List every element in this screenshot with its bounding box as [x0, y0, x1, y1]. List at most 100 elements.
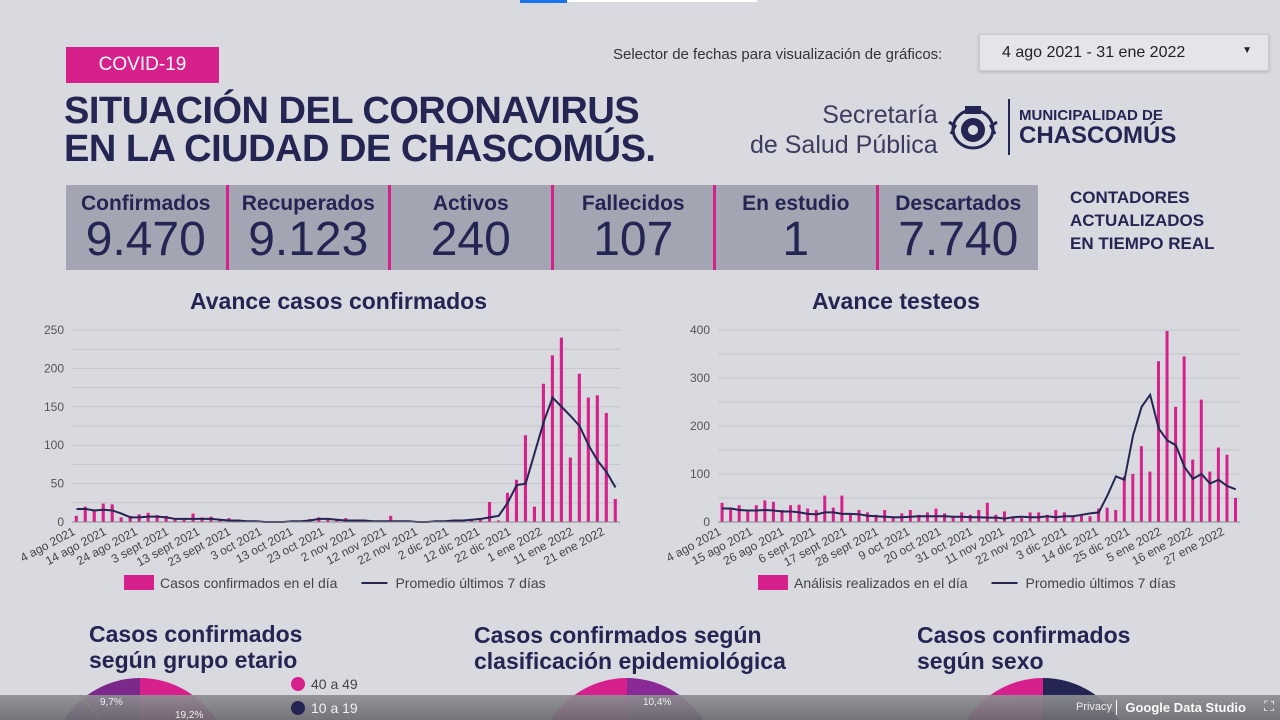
- bar: [92, 510, 96, 522]
- realtime-note: CONTADORES ACTUALIZADOS EN TIEMPO REAL: [1070, 186, 1215, 255]
- bar: [874, 514, 878, 522]
- y-tick-label: 0: [57, 515, 64, 529]
- date-selector-label: Selector de fechas para visualización de…: [613, 46, 943, 63]
- data-studio-logo[interactable]: Google Data Studio: [1116, 700, 1246, 715]
- bar: [1139, 446, 1143, 522]
- bar: [173, 518, 177, 522]
- y-tick-label: 200: [690, 419, 710, 433]
- bar: [1174, 406, 1178, 522]
- counter-label: Fallecidos: [581, 192, 685, 215]
- realtime-line: ACTUALIZADOS: [1070, 211, 1205, 230]
- bar: [505, 492, 510, 522]
- bar: [943, 513, 947, 522]
- bar: [1020, 518, 1024, 522]
- counter-value: 7.740: [898, 213, 1019, 266]
- counters-panel: Confirmados 9.470 Recuperados 9.123 Activo…: [66, 185, 1038, 270]
- bar: [532, 506, 537, 522]
- legend-dot-40-49: [291, 677, 305, 691]
- chart-title-testeos: Avance testeos: [812, 288, 980, 314]
- bar: [968, 514, 972, 522]
- bar: [814, 510, 818, 522]
- legend-swatch-bars: [124, 575, 154, 590]
- bar: [541, 383, 545, 522]
- counter-label: Descartados: [895, 192, 1022, 215]
- bar: [1097, 508, 1101, 522]
- bar: [917, 514, 921, 522]
- legend-swatch-bars: [758, 575, 788, 590]
- bar: [1011, 517, 1015, 522]
- line-series-avg: [76, 395, 617, 523]
- bar: [83, 506, 87, 522]
- bar: [182, 518, 186, 522]
- y-tick-label: 300: [690, 371, 710, 385]
- bar: [577, 373, 581, 522]
- y-tick-label: 150: [44, 400, 64, 414]
- bar: [613, 498, 617, 522]
- y-tick-label: 50: [51, 477, 65, 491]
- date-range-value: 4 ago 2021 - 31 ene 2022: [1002, 44, 1186, 61]
- bar: [1156, 361, 1160, 522]
- counter-label: Activos: [432, 192, 509, 215]
- bar: [478, 519, 483, 522]
- counter-label: En estudio: [742, 192, 850, 215]
- panel-title-clasificacion: Casos confirmados según clasificación epi…: [474, 622, 786, 674]
- bar: [729, 507, 733, 522]
- title-line: Casos confirmados: [89, 621, 303, 647]
- bar: [840, 495, 844, 522]
- counter-fallecidos: Fallecidos 107: [554, 185, 716, 270]
- panel-title-sexo: Casos confirmados según sexo: [917, 622, 1130, 674]
- bar: [1088, 516, 1092, 522]
- bar: [1114, 510, 1118, 522]
- line-series-avg: [722, 392, 1237, 520]
- bar: [586, 397, 590, 522]
- bar: [985, 502, 989, 522]
- bar: [891, 517, 895, 522]
- bar: [866, 512, 870, 522]
- bar: [720, 502, 724, 522]
- bar: [101, 503, 105, 522]
- bar: [1148, 471, 1152, 522]
- bar: [604, 412, 608, 522]
- date-range-selector[interactable]: 4 ago 2021 - 31 ene 2022 ▼: [979, 34, 1269, 71]
- y-tick-label: 0: [703, 515, 710, 529]
- bar: [1182, 356, 1186, 522]
- bar: [1234, 498, 1238, 522]
- legend-label: Casos confirmados en el día: [160, 575, 338, 591]
- bar: [1225, 454, 1229, 522]
- page-title: SITUACIÓN DEL CORONAVIRUS EN LA CIUDAD DE…: [64, 92, 656, 168]
- bar: [1208, 471, 1212, 522]
- title-line: Casos confirmados según: [474, 622, 762, 648]
- bar: [831, 507, 835, 522]
- y-tick-label: 200: [44, 361, 64, 375]
- covid-badge: COVID-19: [66, 47, 219, 83]
- legend-label: Análisis realizados en el día: [794, 575, 968, 591]
- panel-title-grupo-etario: Casos confirmados según grupo etario: [89, 621, 302, 673]
- bar: [754, 505, 758, 522]
- title-line: según sexo: [917, 648, 1044, 674]
- footer-bar: Privacy Google Data Studio ⛶: [0, 695, 1280, 720]
- bar: [771, 501, 775, 522]
- bar: [559, 337, 563, 522]
- bar: [487, 502, 492, 522]
- bar: [1071, 517, 1075, 522]
- bar: [737, 505, 741, 522]
- y-tick-label: 100: [44, 438, 64, 452]
- y-tick-label: 100: [690, 467, 710, 481]
- y-tick-label: 400: [690, 323, 710, 337]
- legend-label: Promedio últimos 7 días: [1026, 575, 1176, 591]
- bar: [389, 515, 393, 522]
- bar: [568, 457, 572, 522]
- privacy-link[interactable]: Privacy: [1075, 701, 1112, 713]
- bar: [1054, 510, 1058, 522]
- caret-down-icon: ▼: [1242, 45, 1252, 56]
- realtime-line: CONTADORES: [1070, 188, 1190, 207]
- bar: [110, 504, 114, 522]
- bar: [1216, 447, 1220, 522]
- counter-descartados: Descartados 7.740: [879, 185, 1039, 270]
- fullscreen-icon[interactable]: ⛶: [1264, 698, 1274, 714]
- counter-value: 240: [430, 213, 511, 266]
- counter-activos: Activos 240: [391, 185, 554, 270]
- bar: [746, 510, 750, 522]
- bar: [857, 510, 861, 522]
- bar: [514, 479, 519, 522]
